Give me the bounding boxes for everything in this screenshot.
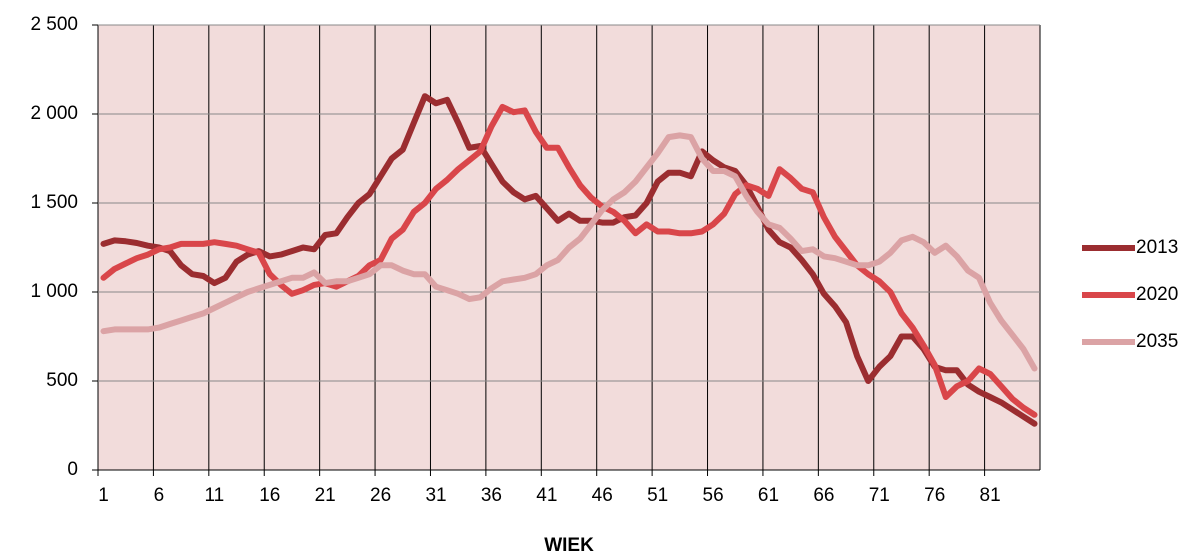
- x-tick-label: 41: [536, 485, 557, 506]
- x-tick-label: 16: [259, 485, 280, 506]
- legend-label: 2013: [1136, 237, 1178, 258]
- x-tick-label: 51: [647, 485, 668, 506]
- x-tick-label: 76: [924, 485, 945, 506]
- legend-label: 2020: [1136, 284, 1178, 305]
- x-tick-label: 26: [370, 485, 391, 506]
- y-tick-label: 1 000: [30, 281, 78, 302]
- x-tick-label: 21: [315, 485, 336, 506]
- x-tick-label: 31: [425, 485, 446, 506]
- legend-label: 2035: [1136, 331, 1178, 352]
- x-tick-label: 71: [869, 485, 890, 506]
- series-line: [100, 103, 1038, 418]
- x-tick-label: 46: [592, 485, 613, 506]
- x-tick-label: 36: [481, 485, 502, 506]
- y-tick-label: 2 500: [30, 14, 78, 35]
- y-tick-label: 500: [46, 370, 78, 391]
- x-tick-label: 11: [204, 485, 224, 506]
- y-tick-label: 0: [67, 459, 78, 480]
- x-tick-label: 61: [758, 485, 779, 506]
- x-tick-label: 56: [703, 485, 724, 506]
- x-tick-label: 6: [154, 485, 165, 506]
- series-line: [100, 132, 1038, 372]
- x-tick-label: 66: [813, 485, 834, 506]
- x-tick-label: 81: [980, 485, 1001, 506]
- y-tick-label: 2 000: [30, 103, 78, 124]
- y-tick-label: 1 500: [30, 192, 78, 213]
- x-tick-label: 1: [98, 485, 109, 506]
- x-axis-title: WIEK: [544, 535, 594, 556]
